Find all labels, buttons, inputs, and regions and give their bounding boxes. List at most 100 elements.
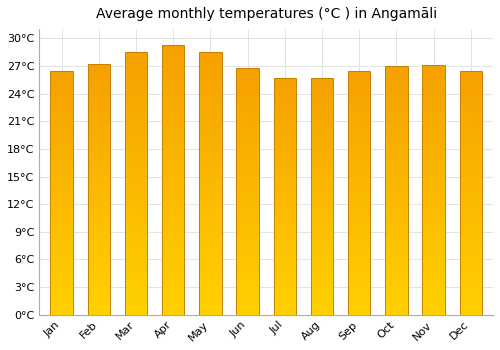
Bar [236, 162, 258, 164]
Bar [274, 201, 296, 203]
Bar [460, 132, 482, 134]
Bar [274, 173, 296, 175]
Bar [311, 156, 333, 159]
Bar [422, 173, 444, 175]
Bar [311, 239, 333, 241]
Bar [385, 218, 407, 220]
Bar [422, 125, 444, 127]
Bar [88, 64, 110, 66]
Bar [88, 257, 110, 260]
Bar [385, 245, 407, 247]
Bar [348, 102, 370, 105]
Bar [88, 287, 110, 290]
Bar [88, 262, 110, 265]
Bar [50, 83, 73, 85]
Bar [162, 77, 184, 80]
Bar [236, 307, 258, 310]
Bar [50, 134, 73, 136]
Bar [162, 207, 184, 209]
Bar [199, 207, 222, 210]
Bar [162, 83, 184, 85]
Bar [88, 92, 110, 94]
Bar [236, 95, 258, 97]
Bar [236, 189, 258, 191]
Bar [162, 288, 184, 290]
Bar [274, 80, 296, 83]
Bar [460, 256, 482, 259]
Bar [199, 260, 222, 262]
Bar [236, 209, 258, 211]
Bar [348, 149, 370, 151]
Bar [125, 218, 147, 220]
Bar [50, 268, 73, 271]
Bar [50, 261, 73, 264]
Bar [50, 78, 73, 80]
Bar [125, 215, 147, 218]
Bar [236, 184, 258, 186]
Bar [88, 265, 110, 267]
Bar [125, 89, 147, 91]
Bar [125, 202, 147, 204]
Bar [385, 198, 407, 200]
Bar [162, 228, 184, 231]
Bar [274, 78, 296, 80]
Bar [385, 195, 407, 198]
Bar [199, 165, 222, 168]
Bar [236, 265, 258, 268]
Bar [162, 169, 184, 171]
Bar [199, 131, 222, 134]
Bar [199, 97, 222, 99]
Bar [460, 80, 482, 83]
Bar [274, 222, 296, 225]
Bar [199, 118, 222, 120]
Bar [88, 254, 110, 257]
Bar [460, 259, 482, 261]
Bar [199, 307, 222, 309]
Bar [125, 136, 147, 139]
Bar [162, 107, 184, 110]
Bar [162, 258, 184, 261]
Bar [274, 132, 296, 135]
Bar [460, 71, 482, 73]
Bar [125, 286, 147, 288]
Bar [199, 60, 222, 63]
Bar [385, 86, 407, 88]
Bar [199, 202, 222, 204]
Bar [199, 236, 222, 239]
Bar [274, 213, 296, 215]
Bar [88, 69, 110, 72]
Bar [348, 71, 370, 315]
Bar [311, 206, 333, 208]
Bar [460, 114, 482, 117]
Bar [88, 290, 110, 292]
Bar [88, 207, 110, 210]
Bar [422, 265, 444, 267]
Bar [274, 142, 296, 144]
Bar [88, 97, 110, 99]
Bar [50, 136, 73, 139]
Bar [274, 78, 296, 315]
Bar [460, 310, 482, 312]
Bar [88, 247, 110, 250]
Bar [460, 119, 482, 122]
Bar [236, 68, 258, 315]
Bar [236, 260, 258, 263]
Bar [348, 134, 370, 136]
Bar [274, 130, 296, 132]
Bar [199, 309, 222, 312]
Bar [50, 232, 73, 234]
Bar [125, 86, 147, 89]
Bar [162, 45, 184, 315]
Bar [50, 239, 73, 241]
Bar [422, 247, 444, 250]
Bar [422, 110, 444, 112]
Bar [274, 296, 296, 298]
Bar [50, 127, 73, 129]
Bar [88, 149, 110, 152]
Bar [236, 216, 258, 218]
Bar [460, 139, 482, 141]
Bar [199, 123, 222, 126]
Bar [88, 310, 110, 312]
Bar [162, 158, 184, 161]
Bar [274, 272, 296, 274]
